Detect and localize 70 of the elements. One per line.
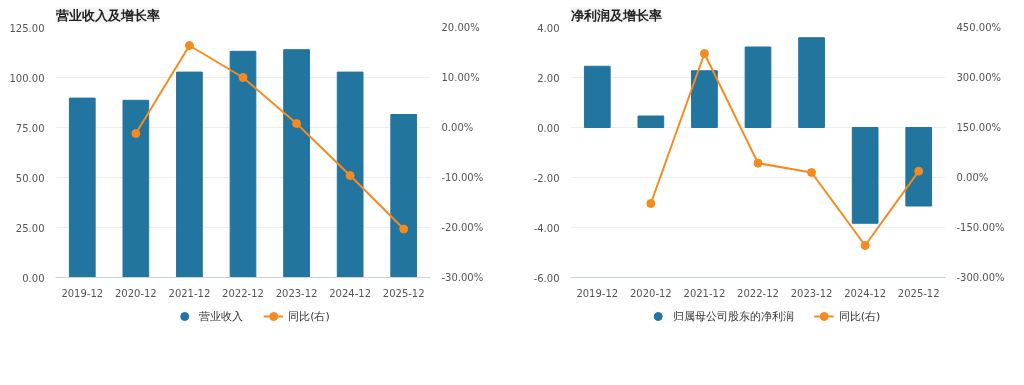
bar	[336, 71, 364, 278]
x-tick-label: 2020-12	[629, 287, 672, 299]
point	[699, 49, 709, 58]
y-tick-label: 4.00	[537, 22, 560, 34]
bar	[798, 37, 825, 128]
legend-label: 同比(右)	[838, 308, 881, 324]
x-tick-label: 2025-12	[897, 287, 940, 299]
x-tick-label: 2024-12	[329, 287, 372, 299]
chart-title: 净利润及增长率	[570, 7, 662, 23]
bar	[229, 50, 257, 278]
bar	[283, 49, 310, 278]
point	[399, 224, 409, 234]
y2-tick-label: 450.00%	[956, 22, 1001, 33]
y2-tick-label: -300.00%	[956, 272, 1005, 283]
y2-tick-label: 0.00%	[956, 172, 989, 183]
y-tick-label: 2.00	[537, 72, 560, 84]
x-tick-label: 2024-12	[844, 287, 887, 299]
bar	[390, 114, 418, 278]
y-tick-label: -4.00	[533, 222, 560, 234]
bar	[691, 70, 718, 128]
bar	[851, 127, 879, 224]
bar	[68, 97, 96, 278]
point	[184, 41, 194, 50]
point	[345, 171, 355, 180]
chart-title: 营业收入及增长率	[54, 7, 160, 23]
legend-label: 同比(右)	[288, 308, 330, 324]
y-tick-label: 125.00	[9, 22, 45, 34]
point	[860, 241, 870, 250]
point	[914, 166, 924, 176]
y-tick-label: 75.00	[15, 122, 45, 134]
x-tick-label: 2021-12	[168, 287, 211, 299]
x-tick-label: 2020-12	[114, 287, 157, 299]
legend-label: 归属母公司股东的净利润	[672, 308, 794, 324]
legend-label: 营业收入	[199, 308, 244, 324]
bar	[122, 99, 150, 278]
y2-tick-label: -20.00%	[441, 222, 484, 233]
x-tick-label: 2021-12	[683, 287, 726, 299]
y-tick-label: 50.00	[15, 172, 45, 184]
point	[753, 158, 763, 168]
y-tick-label: 25.00	[15, 222, 45, 234]
y2-tick-label: 20.00%	[441, 22, 480, 33]
y-tick-label: 0.00	[22, 272, 45, 284]
point	[292, 119, 302, 128]
y-tick-label: -6.00	[533, 272, 560, 284]
x-tick-label: 2019-12	[61, 287, 104, 299]
y2-tick-label: -10.00%	[441, 172, 484, 183]
x-tick-label: 2025-12	[382, 287, 425, 299]
y-tick-label: 100.00	[9, 72, 45, 84]
x-tick-label: 2022-12	[222, 287, 264, 299]
y2-tick-label: 300.00%	[956, 72, 1001, 83]
bar	[637, 115, 665, 128]
y-tick-label: -2.00	[533, 172, 560, 184]
y2-tick-label: 10.00%	[441, 72, 480, 83]
point	[131, 129, 141, 138]
y2-tick-label: -30.00%	[441, 272, 484, 283]
y-tick-label: 0.00	[537, 122, 560, 134]
x-tick-label: 2019-12	[576, 287, 619, 299]
bar	[583, 65, 611, 128]
x-tick-label: 2023-12	[275, 287, 318, 299]
y2-tick-label: 150.00%	[956, 122, 1001, 133]
x-tick-label: 2022-12	[737, 287, 779, 299]
x-tick-label: 2023-12	[790, 287, 833, 299]
point	[646, 199, 656, 208]
point	[238, 73, 248, 82]
y2-tick-label: 0.00%	[441, 122, 474, 133]
bar	[905, 127, 933, 207]
y2-tick-label: -150.00%	[956, 222, 1005, 233]
bar	[744, 46, 772, 128]
point	[807, 168, 817, 177]
bar	[176, 71, 203, 278]
